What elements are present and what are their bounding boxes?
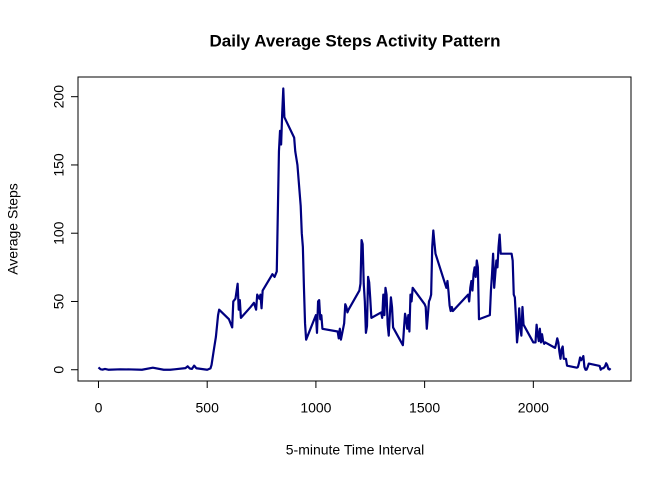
plot-box bbox=[77, 76, 632, 382]
x-tick-label: 500 bbox=[196, 400, 220, 416]
y-tick-label: 100 bbox=[51, 221, 67, 245]
x-tick-label: 0 bbox=[95, 400, 103, 416]
x-tick-label: 1500 bbox=[409, 400, 440, 416]
y-tick-label: 150 bbox=[51, 153, 67, 177]
data-line bbox=[97, 87, 612, 371]
y-tick-label: 200 bbox=[51, 85, 67, 109]
x-tick-label: 2000 bbox=[518, 400, 549, 416]
y-tick-label: 50 bbox=[51, 293, 67, 309]
x-tick-label: 1000 bbox=[300, 400, 331, 416]
y-axis-label: Average Steps bbox=[5, 183, 21, 275]
chart-title: Daily Average Steps Activity Pattern bbox=[209, 31, 500, 50]
y-tick-label: 0 bbox=[51, 366, 67, 374]
x-axis-label: 5-minute Time Interval bbox=[286, 442, 425, 458]
